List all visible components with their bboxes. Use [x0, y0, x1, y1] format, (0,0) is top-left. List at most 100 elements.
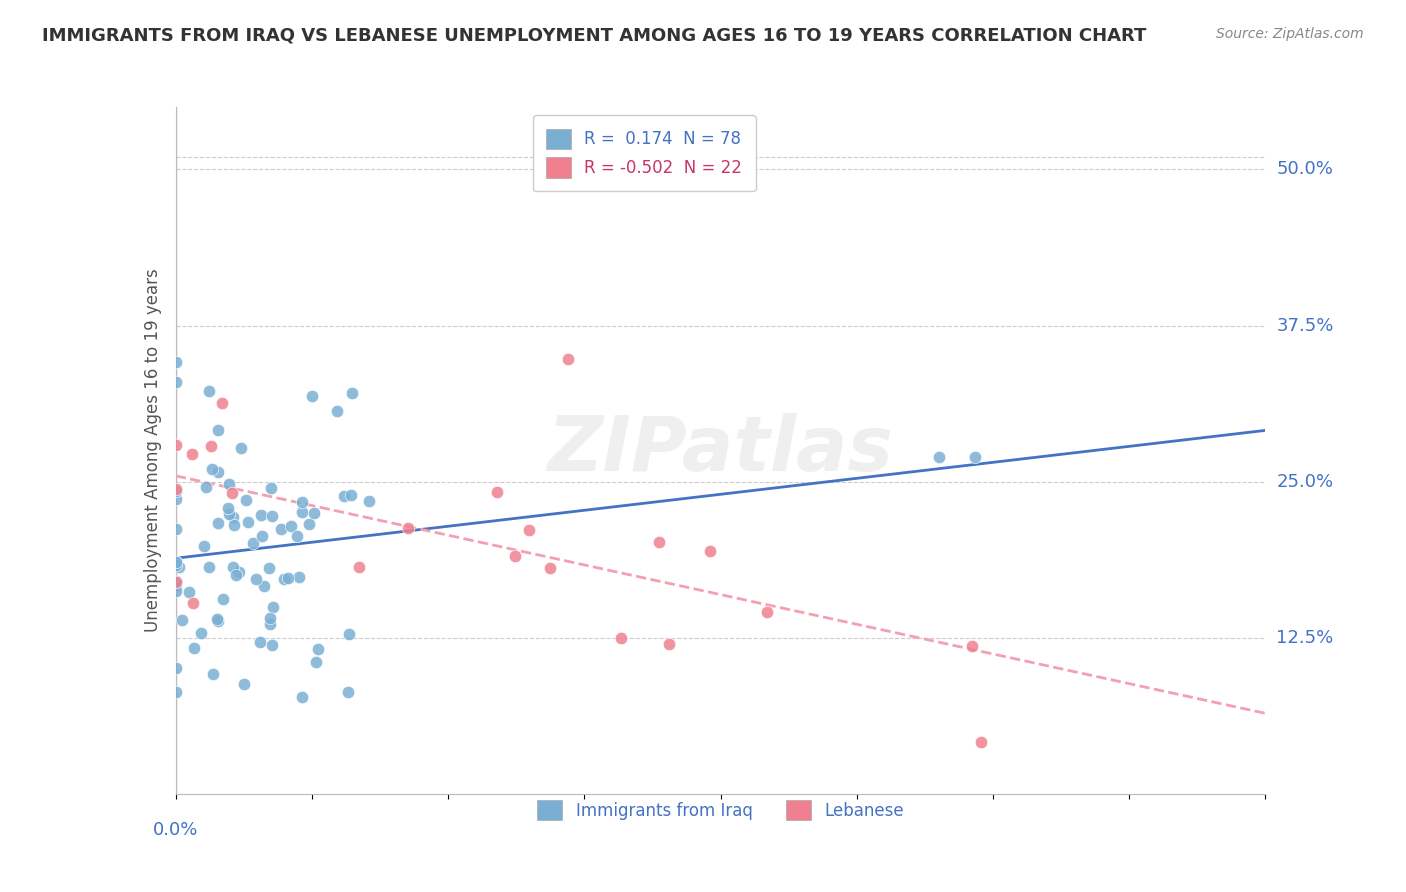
Point [195, 480, 218, 494]
Point [217, 501, 239, 516]
Point [326, 404, 349, 418]
Point [396, 521, 419, 535]
Text: 50.0%: 50.0% [1277, 161, 1333, 178]
Point [222, 510, 245, 524]
Point [287, 570, 309, 584]
Point [222, 518, 245, 533]
Point [333, 489, 356, 503]
Point [165, 555, 187, 569]
Point [340, 385, 363, 400]
Point [222, 559, 245, 574]
Point [201, 462, 224, 476]
Point [242, 535, 264, 549]
Point [193, 539, 215, 553]
Point [200, 439, 222, 453]
Point [298, 517, 321, 532]
Point [229, 441, 252, 455]
Point [165, 483, 187, 498]
Point [963, 450, 986, 464]
Point [755, 605, 778, 619]
Point [253, 579, 276, 593]
Point [165, 482, 187, 496]
Point [610, 631, 633, 645]
Point [165, 575, 187, 590]
Point [165, 555, 187, 569]
Point [557, 352, 579, 367]
Point [165, 684, 187, 698]
Point [347, 560, 370, 574]
Point [228, 565, 250, 579]
Point [647, 535, 669, 549]
Point [260, 482, 283, 496]
Point [221, 486, 243, 500]
Point [517, 523, 540, 537]
Point [180, 447, 202, 461]
Point [225, 567, 247, 582]
Text: Source: ZipAtlas.com: Source: ZipAtlas.com [1216, 27, 1364, 41]
Point [198, 560, 221, 574]
Point [538, 560, 561, 574]
Point [165, 661, 187, 675]
Point [305, 655, 328, 669]
Point [486, 484, 509, 499]
Point [277, 571, 299, 585]
Point [235, 492, 257, 507]
Point [165, 491, 187, 506]
Text: IMMIGRANTS FROM IRAQ VS LEBANESE UNEMPLOYMENT AMONG AGES 16 TO 19 YEARS CORRELAT: IMMIGRANTS FROM IRAQ VS LEBANESE UNEMPLO… [42, 27, 1146, 45]
Point [290, 505, 312, 519]
Point [165, 376, 187, 390]
Point [260, 509, 283, 524]
Point [165, 579, 187, 593]
Point [181, 595, 204, 609]
Text: 12.5%: 12.5% [1277, 629, 1333, 647]
Point [250, 508, 273, 523]
Point [232, 676, 254, 690]
Point [211, 396, 233, 410]
Text: 25.0%: 25.0% [1277, 473, 1333, 491]
Point [218, 477, 240, 491]
Point [198, 384, 221, 398]
Point [167, 559, 190, 574]
Point [339, 488, 361, 502]
Point [165, 558, 187, 572]
Point [273, 572, 295, 586]
Text: ZIPatlas: ZIPatlas [547, 414, 894, 487]
Point [280, 519, 302, 533]
Point [960, 639, 983, 653]
Point [270, 522, 292, 536]
Text: 0.0%: 0.0% [153, 822, 198, 839]
Point [503, 549, 526, 563]
Point [218, 507, 240, 521]
Point [207, 614, 229, 628]
Point [236, 515, 259, 529]
Point [165, 355, 187, 369]
Text: 37.5%: 37.5% [1277, 317, 1334, 334]
Point [165, 437, 187, 451]
Point [190, 626, 212, 640]
Point [285, 529, 308, 543]
Point [259, 611, 281, 625]
Point [301, 389, 323, 403]
Point [260, 638, 283, 652]
Legend: Immigrants from Iraq, Lebanese: Immigrants from Iraq, Lebanese [524, 787, 917, 834]
Point [245, 572, 267, 586]
Point [172, 613, 194, 627]
Point [291, 690, 314, 704]
Point [207, 466, 229, 480]
Point [250, 529, 273, 543]
Point [205, 612, 228, 626]
Point [201, 667, 224, 681]
Point [337, 627, 360, 641]
Point [249, 635, 271, 649]
Point [359, 494, 381, 508]
Point [207, 423, 229, 437]
Point [207, 516, 229, 530]
Point [336, 685, 359, 699]
Point [257, 560, 280, 574]
Point [165, 584, 187, 599]
Point [259, 617, 281, 632]
Point [302, 506, 325, 520]
Point [970, 735, 993, 749]
Point [165, 574, 187, 588]
Point [177, 584, 200, 599]
